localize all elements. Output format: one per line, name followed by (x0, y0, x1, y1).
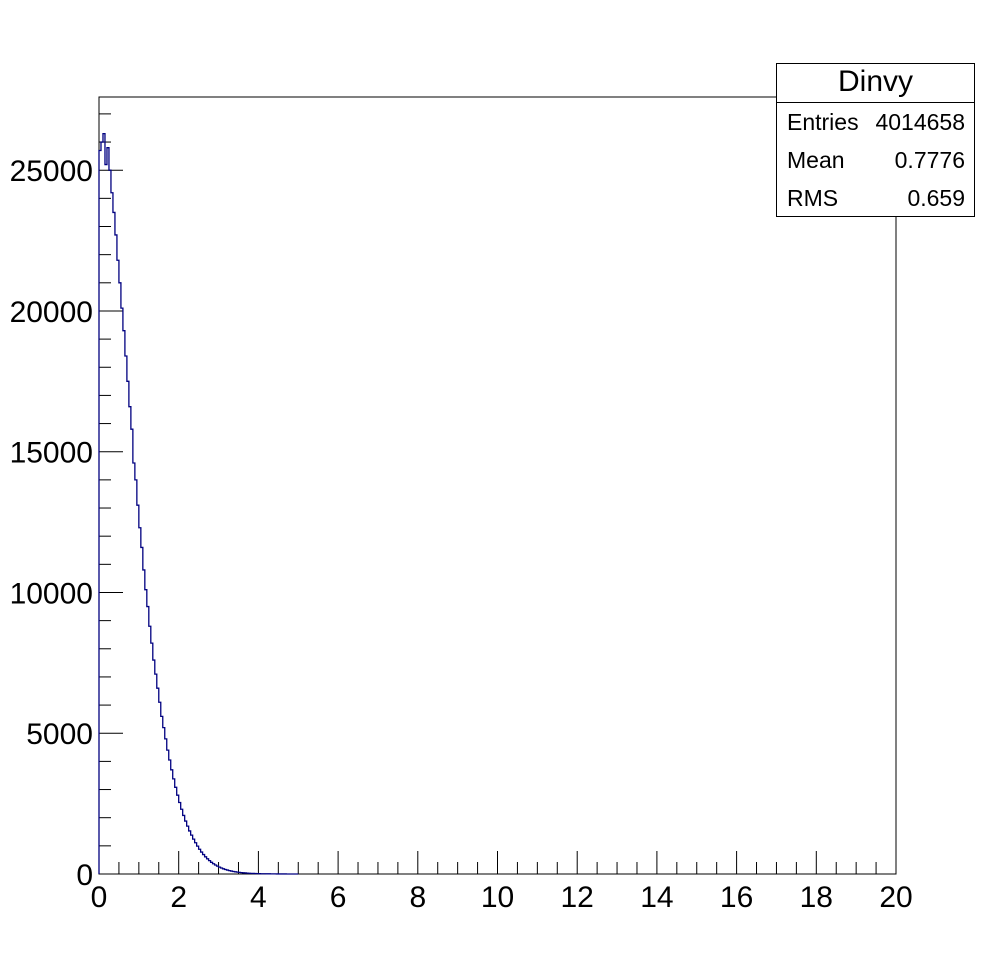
stats-label-mean: Mean (787, 147, 845, 173)
stats-value-mean: 0.7776 (894, 147, 965, 173)
stats-title: Dinvy (777, 64, 974, 103)
y-axis: 0 5000 10000 15000 20000 25000 (10, 113, 123, 892)
stats-value-entries: 4014658 (875, 109, 965, 135)
x-tick-label: 18 (800, 881, 833, 914)
stats-row-mean: Mean 0.7776 (777, 141, 974, 179)
y-tick-label: 25000 (10, 155, 93, 188)
x-tick-label: 6 (330, 881, 347, 914)
stats-box: Dinvy Entries 4014658 Mean 0.7776 RMS 0.… (776, 63, 975, 217)
x-tick-label: 12 (561, 881, 594, 914)
x-tick-label: 20 (879, 881, 912, 914)
x-tick-label: 4 (250, 881, 267, 914)
x-tick-label: 10 (481, 881, 514, 914)
stats-value-rms: 0.659 (907, 185, 965, 211)
x-axis: 0 2 4 6 8 10 12 14 16 18 20 (91, 851, 913, 914)
x-tick-label: 8 (409, 881, 426, 914)
stats-row-entries: Entries 4014658 (777, 103, 974, 141)
y-tick-label: 10000 (10, 577, 93, 610)
x-tick-label: 2 (170, 881, 187, 914)
y-tick-label: 15000 (10, 437, 93, 470)
stats-row-rms: RMS 0.659 (777, 179, 974, 217)
x-tick-label: 14 (640, 881, 673, 914)
y-tick-label: 5000 (26, 718, 93, 751)
y-tick-label: 0 (76, 859, 93, 892)
histogram-series (98, 132, 299, 875)
y-tick-label: 20000 (10, 296, 93, 329)
x-tick-label: 0 (91, 881, 108, 914)
stats-label-entries: Entries (787, 109, 859, 135)
x-tick-label: 16 (720, 881, 753, 914)
stats-label-rms: RMS (787, 185, 839, 211)
